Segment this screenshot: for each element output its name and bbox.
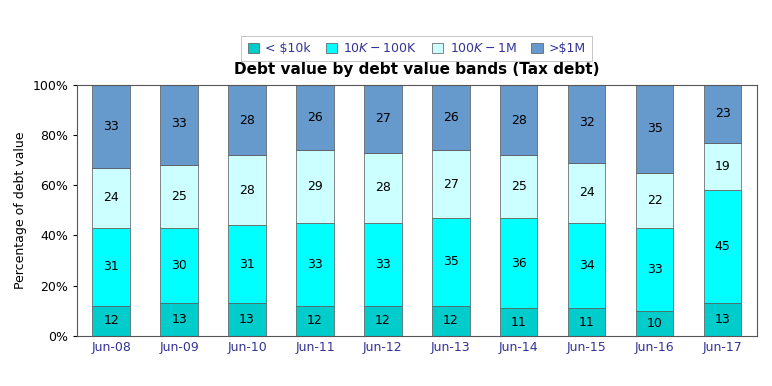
Bar [568,163,605,223]
Text: 29: 29 [307,180,323,193]
Bar [568,308,605,336]
Text: 12: 12 [375,314,391,327]
Bar [636,311,673,336]
Text: 36: 36 [511,257,527,269]
Bar [432,218,469,306]
Text: 33: 33 [103,120,119,133]
Text: 34: 34 [579,259,594,272]
Bar [432,85,469,150]
Bar [93,306,130,336]
Bar [704,303,741,336]
Bar [636,85,673,173]
Legend: < $10k, $10K-$100K, $100K-$1M, >$1M: < $10k, $10K-$100K, $100K-$1M, >$1M [242,36,592,61]
Bar [364,306,401,336]
Bar [161,303,198,336]
Bar [93,85,130,168]
Text: 13: 13 [715,313,730,326]
Text: 28: 28 [375,181,391,194]
Bar [161,165,198,228]
Bar [296,150,334,223]
Bar [296,85,334,150]
Text: 45: 45 [715,240,730,253]
Bar [432,150,469,218]
Text: 22: 22 [647,194,662,207]
Text: 27: 27 [375,112,391,125]
Text: 11: 11 [511,315,527,328]
Bar [229,303,266,336]
Bar [229,155,266,225]
Text: 23: 23 [715,107,730,120]
Bar [568,83,605,163]
Text: 31: 31 [239,258,255,271]
Text: 35: 35 [647,122,662,135]
Bar [364,85,401,152]
Text: 13: 13 [171,313,187,326]
Text: 33: 33 [375,258,391,271]
Text: 33: 33 [307,258,323,271]
Bar [636,173,673,228]
Text: 11: 11 [579,315,594,328]
Text: 31: 31 [103,260,119,273]
Bar [500,308,537,336]
Text: 30: 30 [171,259,187,272]
Bar [296,306,334,336]
Text: 28: 28 [239,184,255,197]
Y-axis label: Percentage of debt value: Percentage of debt value [14,132,27,289]
Text: 24: 24 [579,186,594,199]
Text: 12: 12 [307,314,323,327]
Text: 12: 12 [443,314,459,327]
Text: 28: 28 [239,113,255,127]
Bar [364,152,401,223]
Text: 33: 33 [171,117,187,130]
Bar [93,168,130,228]
Text: 28: 28 [511,113,527,127]
Text: 13: 13 [239,313,255,326]
Bar [364,223,401,306]
Text: 32: 32 [579,116,594,129]
Bar [704,143,741,190]
Bar [704,190,741,303]
Bar [93,228,130,306]
Text: 25: 25 [511,180,527,193]
Bar [161,83,198,165]
Bar [500,218,537,308]
Text: 24: 24 [103,191,119,204]
Text: 10: 10 [647,317,662,330]
Text: 19: 19 [715,160,730,173]
Bar [229,85,266,155]
Bar [229,225,266,303]
Bar [296,223,334,306]
Bar [432,306,469,336]
Text: 27: 27 [443,178,459,191]
Bar [704,85,741,143]
Bar [500,85,537,155]
Text: 26: 26 [307,111,323,124]
Text: 25: 25 [171,190,187,203]
Bar [161,228,198,303]
Bar [500,155,537,218]
Text: 12: 12 [103,314,119,327]
Text: 35: 35 [443,255,459,268]
Bar [636,228,673,311]
Text: 33: 33 [647,263,662,276]
Text: 26: 26 [443,111,459,124]
Bar [568,223,605,308]
Title: Debt value by debt value bands (Tax debt): Debt value by debt value bands (Tax debt… [234,62,600,77]
